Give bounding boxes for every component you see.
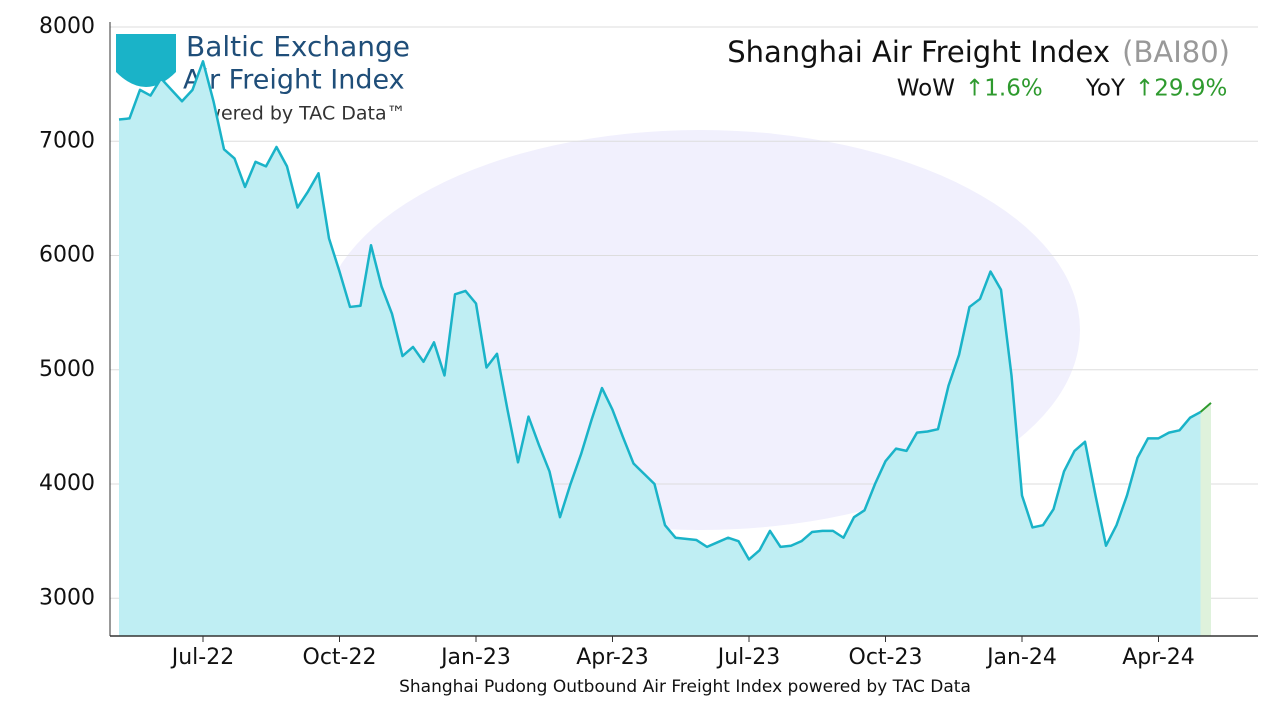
latest-line [1199, 402, 1212, 413]
x-tick-label: Jul-23 [716, 645, 780, 670]
x-axis-label: Shanghai Pudong Outbound Air Freight Ind… [399, 677, 971, 697]
x-tick-label: Apr-23 [576, 645, 649, 670]
area-fill [119, 61, 1201, 637]
y-tick-label: 3000 [39, 585, 95, 610]
title-code: (BAI80) [1122, 35, 1230, 69]
yoy-value: ↑29.9% [1135, 76, 1227, 102]
chart-title: Shanghai Air Freight Index [727, 35, 1110, 69]
line [118, 60, 1202, 561]
wow-value: ↑1.6% [965, 76, 1043, 102]
logo-subtitle: Air Freight Index [183, 65, 405, 96]
y-tick-label: 6000 [39, 243, 95, 268]
x-tick-label: Oct-22 [303, 645, 377, 670]
y-tick-label: 5000 [39, 357, 95, 382]
y-tick-label: 4000 [39, 471, 95, 496]
logo: Baltic Exchange Air Freight Index Powere… [116, 30, 410, 125]
logo-powered: Powered by TAC Data™ [183, 103, 406, 125]
logo-title: Baltic Exchange [186, 30, 410, 63]
x-tick-label: Oct-23 [849, 645, 923, 670]
x-tick-label: Jan-23 [439, 645, 511, 670]
latest-area-fill [1200, 402, 1211, 636]
wow-label: WoW [897, 76, 955, 102]
yoy-label: YoY [1085, 76, 1126, 102]
x-tick-label: Apr-24 [1122, 645, 1195, 670]
y-tick-label: 8000 [39, 14, 95, 39]
x-tick-label: Jul-22 [170, 645, 234, 670]
logo-shield [116, 34, 176, 87]
x-tick-label: Jan-24 [985, 645, 1057, 670]
y-tick-label: 7000 [39, 128, 95, 153]
